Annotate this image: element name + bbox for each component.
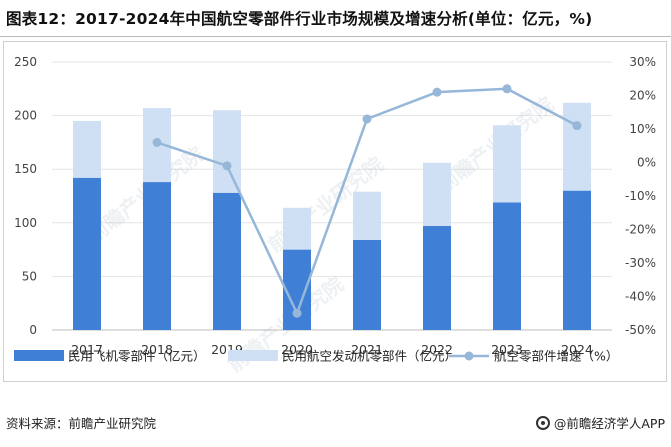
y-right-tick-label: 10% bbox=[629, 122, 656, 136]
x-tick-label: 2021 bbox=[351, 342, 383, 357]
bar-civil-aircraft-parts bbox=[563, 190, 591, 330]
source-note: 资料来源：前瞻产业研究院 bbox=[6, 416, 157, 431]
y-left-tick-label: 0 bbox=[29, 323, 37, 337]
bar-civil-aircraft-parts bbox=[73, 177, 101, 330]
legend-swatch bbox=[14, 350, 64, 361]
title-divider bbox=[0, 36, 671, 37]
x-tick-label: 2017 bbox=[71, 342, 103, 357]
y-left-tick-label: 200 bbox=[14, 109, 37, 123]
y-right-tick-label: 30% bbox=[629, 55, 656, 69]
x-tick-label: 2020 bbox=[281, 342, 313, 357]
legend-label: 航空零部件增速（%） bbox=[494, 349, 618, 364]
brand-credit: @前瞻经济学人APP bbox=[535, 413, 665, 432]
bar-engine-parts bbox=[423, 162, 451, 227]
legend-label: 民用飞机零部件（亿元） bbox=[68, 349, 206, 364]
bar-civil-aircraft-parts bbox=[493, 202, 521, 330]
growth-point bbox=[152, 137, 162, 147]
y-right-tick-label: -10% bbox=[625, 189, 656, 203]
x-tick-label: 2022 bbox=[421, 342, 453, 357]
bar-civil-aircraft-parts bbox=[353, 239, 381, 330]
bar-engine-parts bbox=[283, 207, 311, 250]
y-right-tick-label: -40% bbox=[625, 290, 656, 304]
x-tick-label: 2024 bbox=[561, 342, 593, 357]
legend-swatch bbox=[228, 350, 278, 361]
y-right-tick-label: -20% bbox=[625, 223, 656, 237]
growth-point bbox=[572, 121, 582, 131]
bar-engine-parts bbox=[73, 120, 101, 178]
bar-engine-parts bbox=[563, 102, 591, 191]
legend-label: 民用航空发动机零部件（亿元） bbox=[282, 349, 457, 364]
growth-point bbox=[502, 84, 512, 94]
y-right-tick-label: -30% bbox=[625, 256, 656, 270]
x-tick-label: 2018 bbox=[141, 342, 173, 357]
chart-frame bbox=[3, 41, 667, 382]
growth-point bbox=[362, 114, 372, 124]
y-right-tick-label: 20% bbox=[629, 89, 656, 103]
bar-civil-aircraft-parts bbox=[423, 226, 451, 330]
bar-civil-aircraft-parts bbox=[143, 182, 171, 330]
y-right-tick-label: 0% bbox=[637, 156, 656, 170]
bar-engine-parts bbox=[493, 125, 521, 203]
y-left-tick-label: 50 bbox=[22, 269, 37, 283]
chart-title: 图表12：2017-2024年中国航空零部件行业市场规模及增速分析(单位：亿元，… bbox=[6, 10, 593, 28]
bar-engine-parts bbox=[353, 191, 381, 240]
y-left-tick-label: 100 bbox=[14, 216, 37, 230]
growth-point bbox=[222, 161, 232, 171]
y-left-tick-label: 250 bbox=[14, 55, 37, 69]
y-left-tick-label: 150 bbox=[14, 162, 37, 176]
growth-point bbox=[432, 87, 442, 97]
brand-logo-icon bbox=[535, 415, 550, 430]
bar-engine-parts bbox=[213, 110, 241, 193]
y-right-tick-label: -50% bbox=[625, 323, 656, 337]
x-tick-label: 2023 bbox=[491, 342, 523, 357]
legend-swatch-marker bbox=[464, 351, 474, 361]
bar-civil-aircraft-parts bbox=[213, 192, 241, 330]
growth-point bbox=[292, 308, 302, 318]
brand-label: @前瞻经济学人APP bbox=[553, 416, 665, 431]
